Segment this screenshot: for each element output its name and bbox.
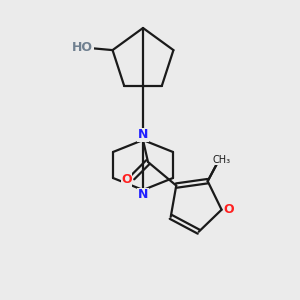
Text: N: N: [138, 188, 148, 202]
Text: CH₃: CH₃: [212, 154, 230, 164]
Text: methyl: methyl: [221, 159, 226, 160]
Text: O: O: [121, 173, 132, 186]
Text: O: O: [223, 203, 234, 216]
Text: HO: HO: [72, 40, 93, 54]
Text: N: N: [138, 128, 148, 142]
